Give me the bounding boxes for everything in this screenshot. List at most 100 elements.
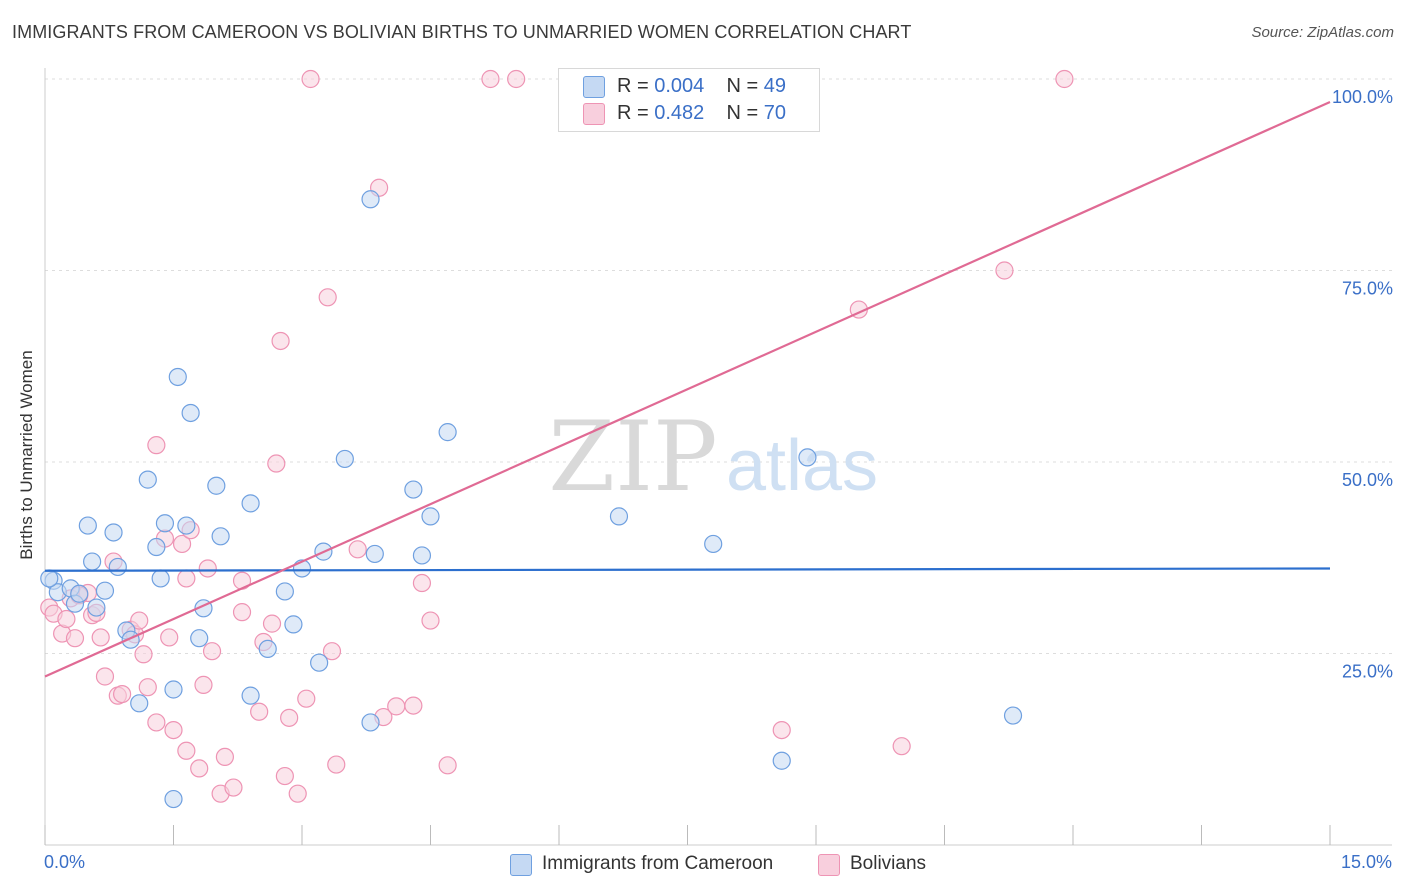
data-point	[241, 494, 260, 513]
legend-swatch-pink	[818, 854, 840, 876]
data-point	[155, 514, 175, 533]
data-point	[215, 747, 234, 767]
data-point	[65, 629, 85, 648]
data-point	[361, 190, 380, 209]
y-tick-labels: 25.0% 50.0% 75.0% 100.0%	[1332, 87, 1393, 682]
data-point	[194, 675, 213, 695]
data-point	[112, 684, 132, 704]
data-point	[177, 569, 196, 588]
data-point	[404, 480, 423, 499]
n-label: N =	[726, 75, 759, 97]
data-point	[421, 611, 440, 630]
data-point	[348, 540, 367, 559]
data-point	[267, 454, 286, 473]
data-point	[275, 766, 294, 786]
y-tick-label: 75.0%	[1342, 279, 1393, 299]
data-point	[202, 642, 222, 661]
data-point	[164, 720, 183, 740]
watermark-zip: ZIP	[548, 401, 717, 513]
data-point	[190, 629, 209, 648]
data-point	[318, 288, 337, 307]
data-point	[387, 697, 406, 716]
data-point	[181, 403, 200, 423]
data-point	[104, 523, 123, 542]
data-point	[275, 582, 294, 601]
data-point	[130, 611, 149, 630]
data-point	[207, 476, 226, 495]
data-point	[284, 615, 303, 634]
legend-label: Immigrants from Cameroon	[542, 853, 774, 874]
data-point	[361, 713, 380, 732]
data-point	[310, 653, 329, 672]
data-point	[177, 741, 196, 760]
data-point	[421, 507, 440, 526]
data-point	[262, 614, 282, 633]
n-value: 70	[763, 102, 787, 124]
data-point	[40, 569, 59, 588]
data-point	[95, 667, 115, 686]
data-point	[198, 559, 217, 578]
data-point	[70, 584, 89, 603]
data-point	[322, 642, 342, 661]
data-point	[241, 686, 260, 705]
data-point	[301, 69, 320, 89]
r-value: 0.004	[654, 75, 705, 97]
trend-lines	[44, 100, 1331, 678]
x-tick-label-right: 15.0%	[1340, 852, 1392, 872]
data-point	[147, 436, 166, 455]
data-point	[481, 69, 500, 89]
data-point	[151, 569, 170, 588]
legend-swatch-blue	[510, 854, 532, 876]
data-point	[798, 448, 817, 467]
data-point	[1003, 706, 1023, 725]
data-point	[95, 581, 115, 600]
data-point	[995, 261, 1014, 280]
y-tick-label: 25.0%	[1342, 662, 1393, 682]
data-point	[609, 507, 629, 526]
data-point	[365, 544, 384, 564]
data-point	[288, 784, 307, 803]
r-label: R =	[617, 75, 649, 97]
data-point	[147, 537, 166, 557]
series-cameroon	[40, 190, 1023, 809]
data-point	[892, 737, 911, 756]
data-point	[172, 534, 192, 554]
watermark-atlas: atlas	[726, 426, 878, 506]
data-point	[138, 470, 157, 489]
data-point	[1055, 69, 1074, 89]
data-point	[772, 751, 791, 770]
n-label: N =	[726, 102, 759, 124]
source-label: Source: ZipAtlas.com	[1251, 24, 1394, 41]
data-point	[164, 680, 183, 699]
axes	[44, 68, 1392, 846]
watermark: ZIP atlas	[548, 401, 878, 513]
data-point	[177, 516, 196, 535]
data-point	[160, 628, 179, 647]
data-point	[412, 573, 432, 593]
data-point	[258, 639, 277, 659]
data-point	[164, 789, 183, 809]
r-value: 0.482	[654, 102, 705, 124]
data-point	[772, 720, 791, 740]
data-point	[134, 645, 153, 664]
data-point	[250, 702, 269, 721]
data-point	[91, 628, 110, 647]
n-value: 49	[763, 75, 787, 97]
data-point	[271, 331, 290, 351]
data-point	[138, 678, 157, 697]
data-point	[224, 778, 243, 797]
data-point	[168, 367, 187, 387]
data-point	[704, 534, 723, 554]
data-point	[78, 516, 97, 535]
data-point	[147, 713, 166, 732]
data-point	[404, 696, 423, 715]
legend-swatch-pink	[583, 103, 605, 125]
data-point	[297, 689, 316, 708]
series-legend: Immigrants from Cameroon Bolivians	[0, 852, 1406, 878]
data-point	[232, 603, 252, 622]
legend-swatch-blue	[583, 76, 605, 98]
data-point	[190, 759, 209, 778]
legend-label: Bolivians	[850, 853, 927, 874]
data-point	[87, 598, 106, 617]
